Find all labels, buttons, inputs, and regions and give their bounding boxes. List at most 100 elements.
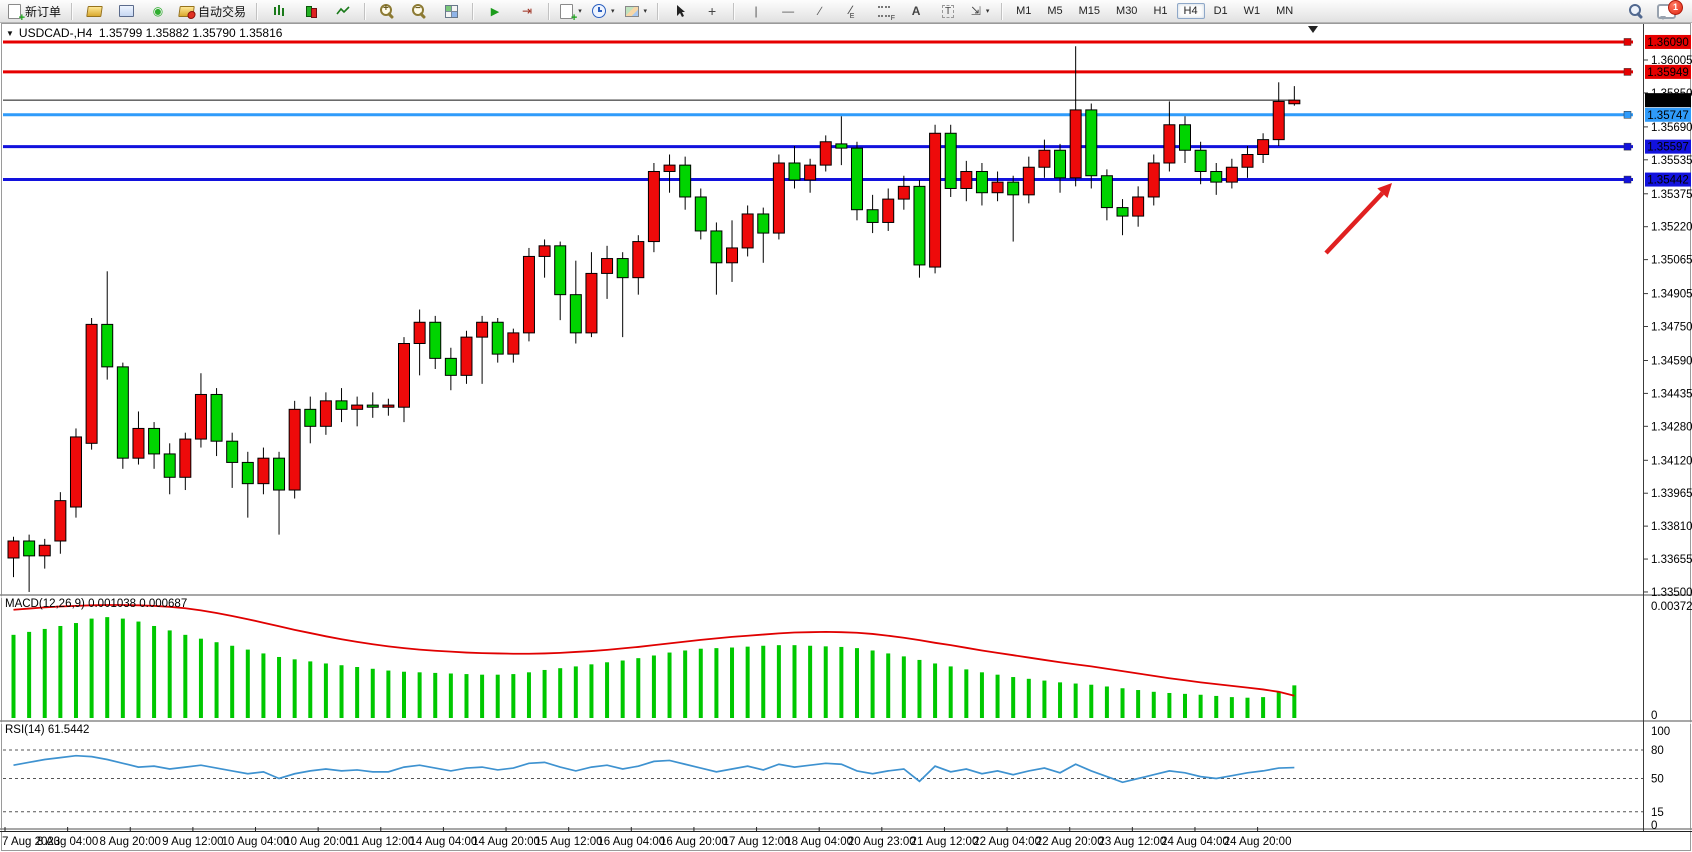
gold-box-button[interactable] [79, 0, 109, 22]
rsi-axis-label: 15 [1651, 807, 1664, 819]
macd-bar [995, 674, 1000, 718]
candle [398, 343, 410, 408]
macd-bar [558, 668, 563, 718]
candle [319, 400, 332, 427]
price-tick-label: 1.34750 [1651, 322, 1692, 334]
price-tick-label: 1.34590 [1651, 355, 1692, 367]
candle [835, 143, 848, 149]
price-tick-label: 1.34435 [1651, 388, 1692, 400]
macd-bar [323, 663, 328, 718]
text-label-button[interactable]: T [933, 0, 963, 22]
signal-button[interactable]: ◉ [143, 0, 173, 22]
auto-trading-button[interactable]: 自动交易 [175, 0, 250, 22]
cursor-button[interactable] [665, 0, 695, 22]
tf-m30[interactable]: M30 [1116, 5, 1138, 17]
tf-w1[interactable]: W1 [1243, 5, 1261, 17]
crosshair-button[interactable]: + [697, 0, 727, 22]
price-tick-label: 1.35690 [1651, 122, 1692, 134]
tf-m1[interactable]: M1 [1016, 5, 1032, 17]
macd-bar [355, 667, 360, 718]
notification-badge: 1 [1668, 0, 1683, 15]
line-chart-button[interactable] [328, 0, 358, 22]
candle [460, 336, 473, 376]
channel-button[interactable]: ∕∕ [837, 0, 867, 22]
candle [1038, 149, 1051, 168]
price-tick-label: 1.33655 [1651, 554, 1692, 566]
macd-bar [198, 638, 203, 718]
candle [679, 164, 692, 198]
candle [54, 500, 67, 542]
macd-bar [1151, 691, 1156, 718]
macd-bar [1073, 683, 1078, 718]
macd-bar [605, 662, 610, 718]
macd-bar [1104, 686, 1109, 718]
arrow-annotation [1324, 183, 1392, 255]
price-tick-label: 1.33965 [1651, 488, 1692, 500]
macd-bar [308, 661, 313, 718]
macd-bar [73, 623, 78, 718]
zoom-in-button[interactable]: + [372, 0, 402, 22]
tile-windows-button[interactable] [436, 0, 466, 22]
dropdown-caret-icon: ▾ [643, 8, 648, 15]
tf-m5[interactable]: M5 [1047, 5, 1063, 17]
time-tick-label: 24 Aug 04:00 [1161, 836, 1229, 848]
vertical-line-button[interactable]: | [741, 0, 771, 22]
zoom-out-button[interactable]: − [404, 0, 434, 22]
macd-bar [1276, 692, 1281, 718]
candle [850, 147, 863, 211]
new-order-button[interactable]: 新订单 [4, 0, 65, 24]
auto-scroll-button[interactable]: ▶ [480, 0, 510, 22]
macd-bar [495, 674, 500, 718]
candle [116, 366, 129, 459]
time-tick-label: 15 Aug 12:00 [535, 836, 603, 848]
candle [1241, 154, 1254, 168]
notifications-button[interactable]: 1 [1653, 0, 1688, 22]
templates-button[interactable]: ▾ [621, 0, 652, 22]
chart-shift-button[interactable]: ⇥ [512, 0, 542, 22]
templates-icon [624, 5, 639, 17]
macd-bar [1245, 697, 1250, 718]
macd-bar [792, 645, 797, 718]
signal-icon: ◉ [152, 4, 164, 18]
time-tick-label: 22 Aug 04:00 [973, 836, 1041, 848]
macd-bar [136, 621, 141, 718]
macd-bar [370, 668, 375, 718]
chart-background [1, 23, 1691, 851]
trendline-button[interactable]: ∕ [805, 0, 835, 22]
candle [960, 170, 973, 189]
candle-chart-button[interactable] [296, 0, 326, 22]
chart-menu-triangle-icon[interactable]: ▼ [6, 28, 14, 38]
bar-chart-button[interactable] [264, 0, 294, 22]
text-button[interactable]: A [901, 0, 931, 22]
candles [7, 46, 1301, 592]
arrows-button[interactable]: ⇲ ▾ [965, 0, 995, 22]
candle [975, 170, 988, 194]
candle [913, 185, 926, 266]
tf-d1[interactable]: D1 [1213, 5, 1228, 17]
search-button[interactable] [1621, 0, 1651, 22]
macd-bar [1011, 677, 1016, 718]
terminal-button[interactable] [111, 0, 141, 22]
macd-bar [1120, 688, 1125, 718]
macd-bar [917, 659, 922, 718]
macd-bar [683, 650, 688, 718]
tf-m15[interactable]: M15 [1078, 5, 1101, 17]
macd-bar [636, 658, 641, 718]
candle [85, 323, 98, 444]
tf-h4[interactable]: H4 [1176, 3, 1205, 19]
candle [1100, 175, 1113, 209]
tf-mn[interactable]: MN [1276, 5, 1294, 17]
indicators-icon [560, 3, 577, 24]
price-badges: 1.36090 1.35949 1.35747 1.35597 1.35442 1.358… [1645, 34, 1691, 187]
periods-button[interactable]: ▾ [588, 0, 619, 22]
indicators-button[interactable]: ▾ [556, 0, 586, 24]
candle [616, 258, 629, 279]
horizontal-line-button[interactable]: — [773, 0, 803, 22]
fibonacci-button[interactable] [869, 0, 899, 22]
macd-bar [1183, 693, 1187, 718]
text-icon: A [911, 4, 921, 18]
tf-h1[interactable]: H1 [1153, 5, 1168, 17]
macd-bar [1058, 682, 1063, 718]
price-badge-label: 1.35747 [1647, 110, 1689, 122]
